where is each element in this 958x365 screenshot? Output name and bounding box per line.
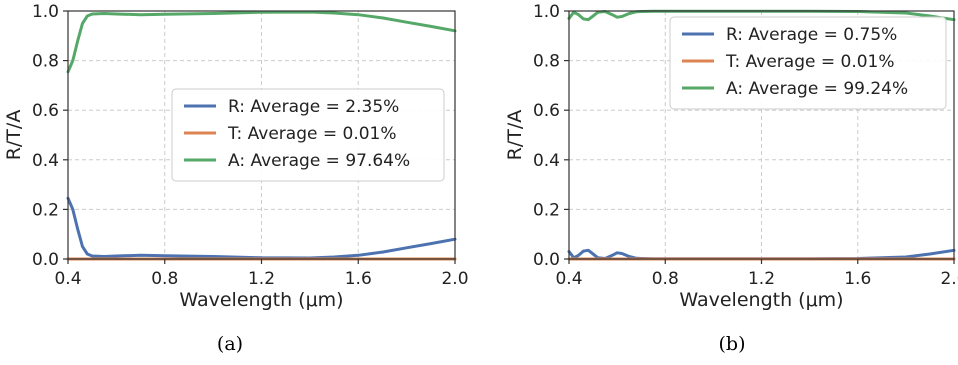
y-tick-label: 0.0 (32, 250, 59, 270)
x-tick-label: 0.4 (54, 269, 81, 289)
y-tick-label: 1.0 (32, 2, 59, 22)
y-axis-label: R/T/A (3, 110, 25, 161)
y-tick-label: 0.6 (32, 101, 59, 121)
legend-box (171, 88, 445, 182)
y-tick-label: 0.6 (533, 101, 560, 121)
legend-entry: R: Average = 0.75% (726, 25, 897, 45)
series-line-r (66, 196, 457, 260)
y-tick-label: 1.0 (533, 2, 560, 22)
x-tick-label: 2.0 (441, 269, 468, 289)
legend: R: Average = 2.35% T: Average = 0.01% A: A… (171, 88, 445, 182)
y-tick-label: 0.4 (533, 151, 560, 171)
x-tick-label: 2.0 (940, 269, 958, 289)
panel-caption: (b) (719, 333, 746, 355)
legend-entry: T: Average = 0.01% (227, 124, 397, 144)
y-tick-label: 0.2 (533, 200, 560, 220)
x-tick-label: 0.4 (555, 269, 582, 289)
y-tick-label: 0.0 (533, 250, 560, 270)
legend-box (669, 16, 947, 110)
x-axis-label: Wavelength (μm) (179, 289, 343, 311)
legend-entry: T: Average = 0.01% (725, 52, 895, 72)
chart-panel-b: 0.4 0.8 1.2 1.6 2.0 0.0 0.2 0.4 0.6 0.8 1.0 Wavelen… (504, 2, 958, 355)
x-axis-label: Wavelength (μm) (679, 289, 843, 311)
legend-entry: A: Average = 99.24% (726, 79, 908, 99)
panel-caption: (a) (217, 333, 243, 355)
y-tick-label: 0.8 (533, 52, 560, 72)
y-axis-label: R/T/A (504, 110, 526, 161)
chart-panel-a: 0.4 0.8 1.2 1.6 2.0 0.0 0.2 0.4 0.6 0.8 1.0 Wavelen… (3, 2, 469, 355)
y-tick-label: 0.8 (32, 52, 59, 72)
series-line-a (66, 10, 457, 74)
x-tick-label: 0.8 (652, 269, 679, 289)
y-tick-label: 0.4 (32, 151, 59, 171)
x-tick-label: 1.6 (844, 269, 871, 289)
legend: R: Average = 0.75% T: Average = 0.01% A: A… (669, 16, 947, 110)
legend-entry: R: Average = 2.35% (228, 97, 399, 117)
x-tick-label: 0.8 (151, 269, 178, 289)
legend-entry: A: Average = 97.64% (228, 151, 410, 171)
x-tick-label: 1.6 (345, 269, 372, 289)
x-tick-label: 1.2 (748, 269, 775, 289)
x-tick-label: 1.2 (248, 269, 275, 289)
y-tick-label: 0.2 (32, 200, 59, 220)
